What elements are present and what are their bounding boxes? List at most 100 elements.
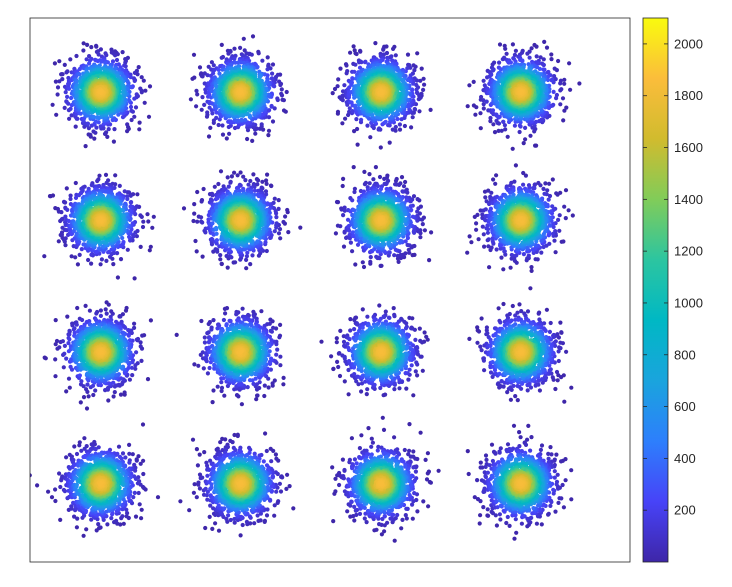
scatter-point xyxy=(269,103,274,109)
scatter-point xyxy=(259,122,264,127)
scatter-point xyxy=(343,116,348,121)
scatter-point xyxy=(377,126,382,131)
scatter-point xyxy=(534,54,539,59)
scatter-point xyxy=(129,117,134,123)
scatter-point xyxy=(335,109,341,114)
scatter-point xyxy=(344,71,349,76)
scatter-point xyxy=(465,104,470,109)
scatter-point xyxy=(139,75,144,80)
scatter-point xyxy=(549,52,554,57)
scatter-point xyxy=(54,112,59,117)
scatter-point xyxy=(120,115,126,120)
scatter-point xyxy=(87,54,92,59)
scatter-point xyxy=(74,53,79,59)
scatter-point xyxy=(551,89,556,94)
scatter-point xyxy=(91,114,96,119)
scatter-point xyxy=(104,53,109,58)
scatter-point xyxy=(250,138,255,143)
scatter-point xyxy=(139,90,144,95)
scatter-point xyxy=(504,51,509,56)
scatter-point xyxy=(211,71,216,76)
scatter-point xyxy=(410,115,415,120)
scatter-point xyxy=(359,117,364,122)
scatter-point xyxy=(132,78,137,83)
scatter-point xyxy=(402,123,407,129)
scatter-point xyxy=(533,119,539,124)
scatter-point xyxy=(83,144,88,149)
scatter-point xyxy=(99,59,104,64)
scatter-point xyxy=(419,66,424,71)
scatter-point xyxy=(134,92,139,97)
scatter-point xyxy=(265,67,270,72)
scatter-point xyxy=(523,125,528,130)
scatter-point xyxy=(89,45,94,50)
scatter-point xyxy=(60,77,65,82)
scatter-point xyxy=(279,87,284,92)
scatter-point xyxy=(66,82,71,87)
scatter-point xyxy=(132,114,137,119)
scatter-point xyxy=(146,114,152,119)
scatter-point xyxy=(211,63,216,68)
scatter-point xyxy=(541,62,546,67)
scatter-point xyxy=(365,123,370,128)
scatter-point xyxy=(53,79,59,84)
scatter-point xyxy=(245,136,250,142)
scatter-point xyxy=(128,104,134,110)
scatter-point xyxy=(62,62,67,67)
scatter-point xyxy=(105,134,110,139)
scatter-point xyxy=(219,55,224,60)
scatter-point xyxy=(340,121,345,126)
scatter-point xyxy=(349,100,354,105)
scatter-point xyxy=(93,119,98,124)
scatter-point xyxy=(65,69,70,74)
scatter-point xyxy=(91,129,96,134)
scatter-point xyxy=(220,123,225,128)
scatter-point xyxy=(73,124,78,129)
scatter-point xyxy=(517,129,522,135)
scatter-point xyxy=(106,127,111,132)
scatter-point xyxy=(60,72,65,77)
scatter-point xyxy=(549,57,554,62)
scatter-point xyxy=(362,60,368,65)
scatter-point xyxy=(224,136,229,141)
scatter-point xyxy=(552,66,557,71)
scatter-point xyxy=(68,57,73,62)
scatter-point xyxy=(481,78,486,83)
scatter-point xyxy=(428,107,433,112)
scatter-point xyxy=(558,102,563,107)
scatter-point xyxy=(568,87,573,92)
scatter-point xyxy=(133,105,139,110)
scatter-point xyxy=(188,97,193,102)
scatter-point xyxy=(103,60,108,65)
scatter-point xyxy=(397,127,403,132)
scatter-point xyxy=(269,76,274,81)
scatter-point xyxy=(141,78,146,83)
scatter-point xyxy=(125,122,130,127)
scatter-point xyxy=(484,99,489,104)
scatter-point xyxy=(558,88,563,93)
scatter-point xyxy=(68,106,73,111)
scatter-point xyxy=(393,53,398,58)
scatter-point xyxy=(112,116,117,121)
scatter-point xyxy=(191,52,197,57)
scatter-point xyxy=(340,98,345,103)
scatter-point xyxy=(126,97,131,103)
scatter-point xyxy=(72,66,77,71)
scatter-point xyxy=(503,46,508,51)
scatter-clusters xyxy=(30,34,582,543)
scatter-point xyxy=(120,50,125,55)
scatter-point xyxy=(113,53,118,58)
scatter-point xyxy=(556,58,561,64)
scatter-point xyxy=(136,65,141,70)
scatter-point xyxy=(87,61,92,66)
scatter-point xyxy=(275,96,280,101)
scatter-point xyxy=(354,51,359,57)
scatter-point xyxy=(558,81,563,86)
scatter-point xyxy=(534,44,539,49)
scatter-point xyxy=(562,81,567,86)
scatter-point xyxy=(355,126,360,132)
scatter-point xyxy=(391,46,396,52)
scatter-point xyxy=(348,50,353,55)
scatter-point xyxy=(85,121,90,126)
scatter-point xyxy=(62,105,67,110)
